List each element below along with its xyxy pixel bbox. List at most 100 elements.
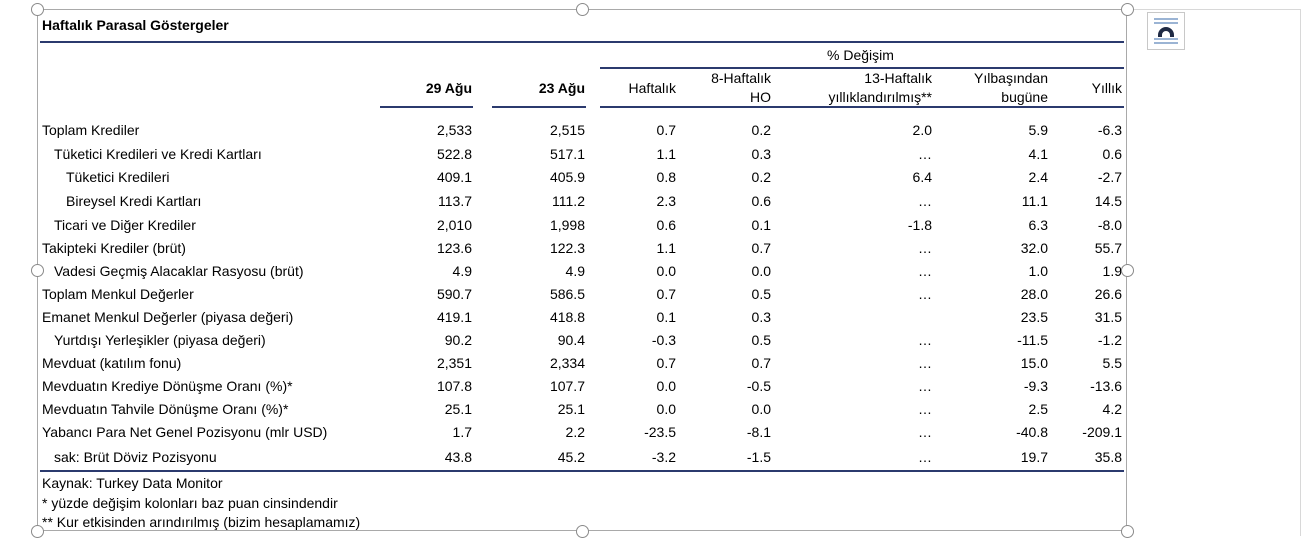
cell-c7: 35.8 <box>1094 449 1122 465</box>
column-header-c7: Yıllık <box>1091 80 1122 96</box>
cell-c1: 522.8 <box>436 146 472 162</box>
table-row: Tüketici Kredileri ve Kredi Kartları 522.… <box>0 143 1301 166</box>
row-label: Mevduatın Tahvile Dönüşme Oranı (%)* <box>42 401 289 417</box>
cell-c4: 0.6 <box>751 193 771 209</box>
cell-c4: -0.5 <box>746 378 771 394</box>
cell-c7: 55.7 <box>1094 240 1122 256</box>
cell-c3: 1.1 <box>656 146 676 162</box>
cell-c2: 418.8 <box>549 309 585 325</box>
cell-c4: 0.2 <box>751 169 771 185</box>
cell-c1: 25.1 <box>444 401 472 417</box>
cell-c4: 0.2 <box>751 122 771 138</box>
cell-c6: 1.0 <box>1028 263 1048 279</box>
cell-c2: 405.9 <box>549 169 585 185</box>
cell-c4: 0.3 <box>751 146 771 162</box>
cell-c2: 2.2 <box>565 424 585 440</box>
resize-handle-top-left[interactable] <box>31 3 44 16</box>
column-header-c4-line1: 8-Haftalık <box>711 70 771 86</box>
column-header-c3: Haftalık <box>628 80 676 96</box>
table-row: Emanet Menkul Değerler (piyasa değeri) 41… <box>0 306 1301 329</box>
column-header-c6-line2: bugüne <box>1001 89 1048 105</box>
cell-c4: 0.3 <box>751 309 771 325</box>
cell-c2: 586.5 <box>549 286 585 302</box>
cell-c4: 0.0 <box>751 263 771 279</box>
cell-c7: -209.1 <box>1082 424 1122 440</box>
row-label: Toplam Krediler <box>42 122 140 138</box>
cell-c6: 15.0 <box>1020 355 1048 371</box>
column-header-c5-line1: 13-Haftalık <box>864 70 932 86</box>
cell-c5: … <box>918 240 932 256</box>
table-row: Ticari ve Diğer Krediler 2,010 1,998 0.6 0.1… <box>0 214 1301 237</box>
layout-options-button[interactable] <box>1147 12 1185 50</box>
cell-c2: 111.2 <box>552 193 585 209</box>
cell-c6: -40.8 <box>1016 424 1048 440</box>
cell-c1: 2,010 <box>436 217 472 233</box>
col-rule-pct <box>600 106 1124 108</box>
cell-c7: 14.5 <box>1094 193 1122 209</box>
cell-c6: 4.1 <box>1028 146 1048 162</box>
cell-c2: 107.7 <box>549 378 585 394</box>
row-label: Mevduat (katılım fonu) <box>42 355 182 371</box>
cell-c4: -8.1 <box>746 424 771 440</box>
table-row: Mevduat (katılım fonu) 2,351 2,334 0.7 0.7 … 1… <box>0 352 1301 375</box>
bottom-rule <box>40 470 1124 472</box>
cell-c4: 0.0 <box>751 401 771 417</box>
table-title: Haftalık Parasal Göstergeler <box>42 17 229 33</box>
row-label: Mevduatın Krediye Dönüşme Oranı (%)* <box>42 378 293 394</box>
cell-c6: 2.4 <box>1028 169 1048 185</box>
row-label: sak: Brüt Döviz Pozisyonu <box>54 449 217 465</box>
cell-c4: 0.7 <box>751 240 771 256</box>
resize-handle-top-right[interactable] <box>1121 3 1134 16</box>
cell-c1: 590.7 <box>436 286 472 302</box>
cell-c5: … <box>918 286 932 302</box>
table-row: Mevduatın Tahvile Dönüşme Oranı (%)* 25.1… <box>0 398 1301 421</box>
cell-c2: 2,515 <box>549 122 585 138</box>
cell-c6: -11.5 <box>1017 332 1048 348</box>
cell-c5: … <box>918 263 932 279</box>
table-row: Toplam Krediler 2,533 2,515 0.7 0.2 2.0 5.9 -6.… <box>0 119 1301 142</box>
row-label: Bireysel Kredi Kartları <box>66 193 202 209</box>
cell-c2: 45.2 <box>557 449 585 465</box>
row-label: Takipteki Krediler (brüt) <box>42 240 186 256</box>
cell-c5: … <box>918 146 932 162</box>
resize-handle-top-center[interactable] <box>576 3 589 16</box>
cell-c6: 23.5 <box>1020 309 1048 325</box>
sheet-edge-top <box>1127 9 1301 10</box>
cell-c7: 0.6 <box>1102 146 1122 162</box>
cell-c7: -2.7 <box>1097 169 1122 185</box>
cell-c4: 0.5 <box>751 286 771 302</box>
col-rule-23-agu <box>492 106 586 108</box>
col-rule-29-agu <box>380 106 473 108</box>
cell-c3: 0.0 <box>656 378 676 394</box>
footnote-fx: ** Kur etkisinden arındırılmış (bizim he… <box>42 514 361 530</box>
cell-c1: 419.1 <box>436 309 472 325</box>
column-header-c2: 23 Ağu <box>538 80 585 96</box>
pct-change-header: % Değişim <box>827 47 894 63</box>
cell-c7: 26.6 <box>1094 286 1122 302</box>
row-label: Tüketici Kredileri ve Kredi Kartları <box>54 146 262 162</box>
column-header-c1: 29 Ağu <box>425 80 472 96</box>
cell-c3: 2.3 <box>656 193 676 209</box>
cell-c1: 113.7 <box>438 193 472 209</box>
resize-handle-bottom-right[interactable] <box>1121 525 1134 538</box>
resize-handle-bottom-left[interactable] <box>31 525 44 538</box>
cell-c3: -23.5 <box>644 424 676 440</box>
cell-c1: 90.2 <box>444 332 472 348</box>
table-row: Vadesi Geçmiş Alacaklar Rasyosu (brüt) 4.… <box>0 260 1301 283</box>
cell-c3: -0.3 <box>651 332 676 348</box>
resize-handle-middle-left[interactable] <box>31 264 44 277</box>
cell-c6: 32.0 <box>1020 240 1048 256</box>
cell-c3: -3.2 <box>651 449 676 465</box>
cell-c6: 2.5 <box>1028 401 1048 417</box>
row-label: Toplam Menkul Değerler <box>42 286 194 302</box>
cell-c7: 5.5 <box>1102 355 1122 371</box>
resize-handle-bottom-center[interactable] <box>576 525 589 538</box>
cell-c4: 0.1 <box>751 217 771 233</box>
cell-c7: -1.2 <box>1097 332 1122 348</box>
cell-c5: … <box>918 378 932 394</box>
cell-c7: -8.0 <box>1097 217 1122 233</box>
cell-c3: 0.0 <box>656 263 676 279</box>
resize-handle-middle-right[interactable] <box>1121 264 1134 277</box>
footnote-source: Kaynak: Turkey Data Monitor <box>42 475 223 491</box>
cell-c1: 4.9 <box>452 263 472 279</box>
